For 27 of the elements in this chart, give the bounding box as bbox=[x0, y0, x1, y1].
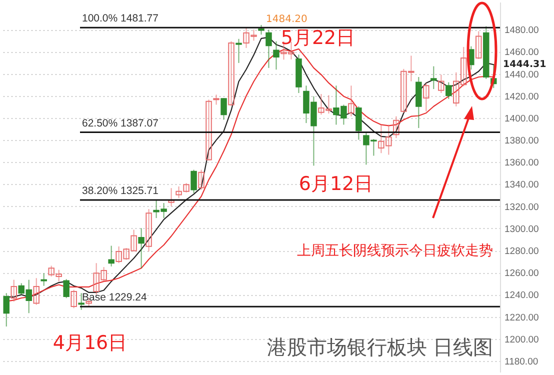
ref-line-label: 38.20% 1325.71 bbox=[82, 185, 159, 198]
annotation: 上周五长阴线预示今日疲软走势 bbox=[297, 243, 493, 259]
y-tick-label: 1240.00 bbox=[504, 290, 539, 302]
ref-line-label: Base 1229.24 bbox=[82, 292, 147, 304]
y-tick-label: 1400.00 bbox=[504, 113, 539, 124]
y-tick-label: 1340.00 bbox=[504, 180, 539, 191]
annotation: 4月16日 bbox=[52, 332, 128, 354]
y-tick-label: 1260.00 bbox=[504, 268, 539, 280]
y-tick-label: 1360.00 bbox=[504, 158, 539, 169]
annotation: 5月22日 bbox=[280, 27, 356, 49]
y-tick-label: 1420.00 bbox=[504, 91, 539, 102]
y-tick-label: 1320.00 bbox=[504, 202, 539, 213]
annotation: 1484.20 bbox=[266, 14, 308, 25]
y-tick-label: 1460.00 bbox=[504, 47, 539, 58]
y-tick-label: 1180.00 bbox=[504, 356, 538, 368]
y-tick-label: 1220.00 bbox=[504, 312, 539, 324]
ref-line-label: 100.0% 1481.77 bbox=[82, 12, 159, 25]
annotation: 港股市场银行板块 日线图 bbox=[266, 335, 494, 359]
text: 1444.31 bbox=[503, 59, 546, 70]
y-tick-label: 1480.00 bbox=[504, 25, 539, 36]
y-tick-label: 1440.00 bbox=[504, 69, 539, 80]
y-tick-label: 1200.00 bbox=[504, 334, 539, 346]
annotation: 6月12日 bbox=[298, 173, 374, 195]
ref-line-label: 62.50% 1387.07 bbox=[82, 117, 159, 130]
y-tick-label: 1300.00 bbox=[504, 224, 539, 235]
y-tick-label: 1280.00 bbox=[504, 246, 539, 258]
y-tick-label: 1380.00 bbox=[504, 136, 539, 147]
